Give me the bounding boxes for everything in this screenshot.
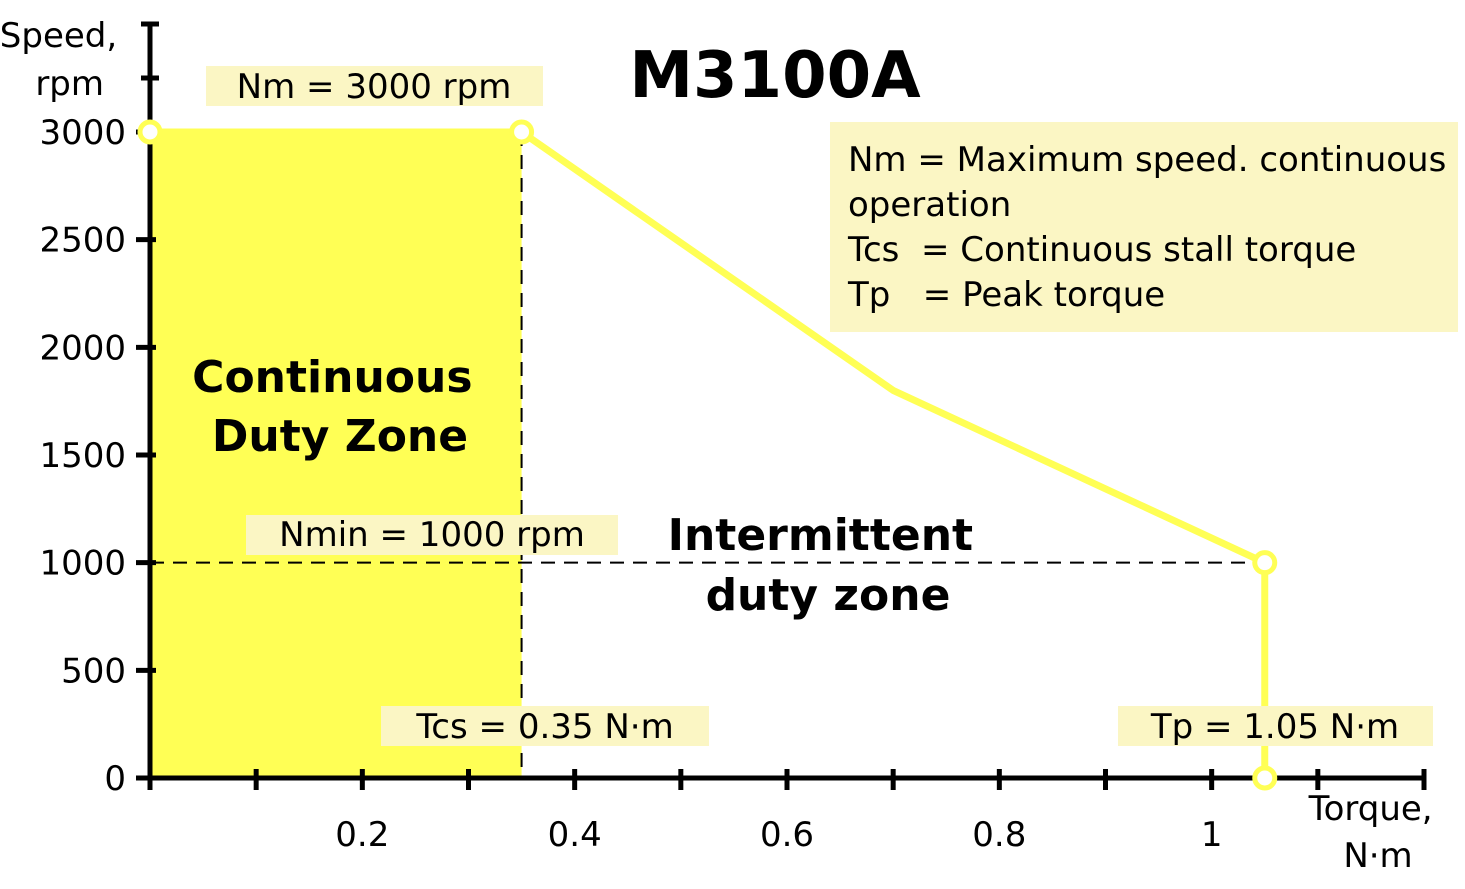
continuous-zone-label: Continuous Duty Zone [192, 352, 488, 462]
x-axis-label-line2: N·m [1343, 836, 1412, 876]
y-axis-label: Speed, rpm [0, 16, 128, 104]
x-axis-label: Torque, N·m [1308, 789, 1444, 876]
nmin-annotation: Nmin = 1000 rpm [279, 515, 585, 555]
series-markers [137, 119, 1278, 791]
y-tick-label: 1500 [39, 436, 126, 476]
continuous-zone-label-line2: Duty Zone [212, 411, 468, 462]
legend-box: Nm = Maximum speed. continuous operation… [830, 122, 1458, 332]
x-axis-ticks: 0.2 0.4 0.6 0.8 1 [147, 769, 1427, 855]
y-axis-label-line2: rpm [35, 64, 104, 104]
y-axis-ticks: 0 500 1000 1500 2000 2500 3000 [39, 113, 156, 799]
x-tick-label: 0.8 [972, 815, 1026, 855]
legend-line: Tp = Peak torque [848, 275, 1166, 315]
chart-title: M3100A [629, 39, 921, 113]
intermittent-zone-label-line2: duty zone [706, 570, 951, 621]
x-tick-label: 0.6 [760, 815, 814, 855]
y-tick-label: 3000 [39, 113, 126, 153]
legend-line: Nm = Maximum speed. continuous [848, 140, 1447, 180]
continuous-zone-label-line1: Continuous [192, 352, 472, 403]
x-tick-label: 1 [1201, 815, 1223, 855]
speed-torque-line [150, 128, 1269, 778]
intermittent-zone-label: Intermittent duty zone [668, 510, 989, 621]
nmin-label-bg [246, 515, 618, 555]
data-point-marker [1252, 550, 1278, 576]
data-point-marker [137, 119, 163, 145]
x-tick-label: 0.2 [335, 815, 389, 855]
legend-line: Tcs = Continuous stall torque [848, 230, 1357, 270]
data-point-marker [1252, 765, 1278, 791]
x-axis-label-line1: Torque, [1308, 789, 1433, 829]
data-point-marker [509, 119, 535, 145]
nm-annotation: Nm = 3000 rpm [237, 67, 512, 107]
intermittent-zone-label-line1: Intermittent [668, 510, 973, 561]
continuous-duty-zone [150, 132, 522, 778]
y-tick-label: 0 [104, 759, 126, 799]
y-tick-label: 1000 [39, 544, 126, 584]
tp-label-bg [1118, 706, 1433, 746]
tp-annotation: Tp = 1.05 N·m [1150, 707, 1399, 747]
legend-line: operation [848, 185, 1012, 225]
y-axis-label-line1: Speed, [0, 16, 117, 56]
y-tick-label: 500 [61, 651, 126, 691]
y-tick-label: 2000 [39, 328, 126, 368]
x-tick-label: 0.4 [548, 815, 602, 855]
y-tick-label: 2500 [39, 221, 126, 261]
tcs-annotation: Tcs = 0.35 N·m [415, 707, 673, 747]
tcs-label-bg [381, 706, 709, 746]
nm-label-bg [206, 66, 543, 106]
